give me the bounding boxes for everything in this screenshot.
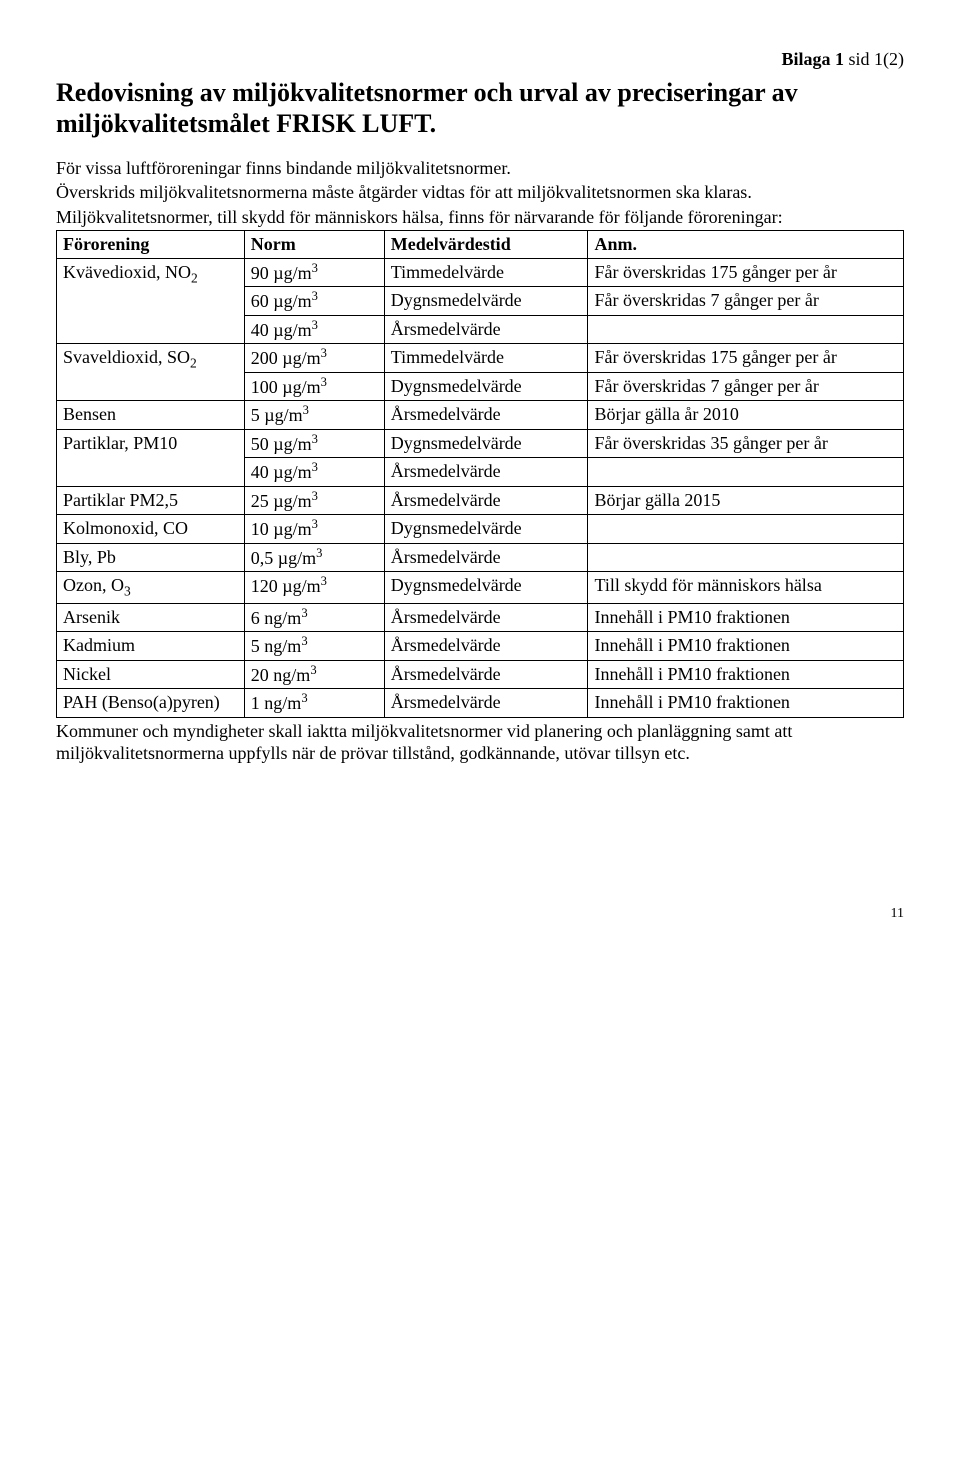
pollutant-cell: Nickel: [57, 660, 245, 689]
page-label-bold: Bilaga 1: [781, 49, 844, 69]
table-row: Partiklar PM2,525 µg/m3ÅrsmedelvärdeBörj…: [57, 486, 904, 515]
norm-cell: 5 µg/m3: [244, 401, 384, 430]
footer-paragraph: Kommuner och myndigheter skall iaktta mi…: [56, 720, 904, 765]
note-cell: Till skydd för människors hälsa: [588, 572, 904, 603]
note-cell: Innehåll i PM10 fraktionen: [588, 660, 904, 689]
note-cell: [588, 458, 904, 487]
table-row: Partiklar, PM1050 µg/m3DygnsmedelvärdeFå…: [57, 429, 904, 458]
intro-paragraph-3: Miljökvalitetsnormer, till skydd för män…: [56, 206, 904, 229]
intro-paragraph-1: För vissa luftföroreningar finns bindand…: [56, 157, 904, 180]
norm-cell: 40 µg/m3: [244, 315, 384, 344]
note-cell: Innehåll i PM10 fraktionen: [588, 632, 904, 661]
norm-cell: 5 ng/m3: [244, 632, 384, 661]
pollutant-cell: Bensen: [57, 401, 245, 430]
norm-cell: 100 µg/m3: [244, 372, 384, 401]
averaging-time-cell: Årsmedelvärde: [384, 486, 588, 515]
pollutant-cell: Kolmonoxid, CO: [57, 515, 245, 544]
table-row: Kolmonoxid, CO10 µg/m3Dygnsmedelvärde: [57, 515, 904, 544]
norm-cell: 60 µg/m3: [244, 287, 384, 316]
table-header-row: FöroreningNormMedelvärdestidAnm.: [57, 231, 904, 259]
document-title: Redovisning av miljökvalitetsnormer och …: [56, 77, 904, 139]
pollutant-cell: PAH (Benso(a)pyren): [57, 689, 245, 718]
norm-cell: 6 ng/m3: [244, 603, 384, 632]
averaging-time-cell: Årsmedelvärde: [384, 401, 588, 430]
pollutant-cell: Ozon, O3: [57, 572, 245, 603]
note-cell: Börjar gälla 2015: [588, 486, 904, 515]
pollutant-cell: Partiklar PM2,5: [57, 486, 245, 515]
page-number: 11: [56, 905, 904, 923]
averaging-time-cell: Timmedelvärde: [384, 344, 588, 373]
averaging-time-cell: Årsmedelvärde: [384, 660, 588, 689]
page-label-rest: sid 1(2): [844, 49, 904, 69]
note-cell: [588, 543, 904, 572]
pollutant-cell: Svaveldioxid, SO2: [57, 344, 245, 401]
page-label: Bilaga 1 sid 1(2): [56, 48, 904, 71]
table-row: Svaveldioxid, SO2200 µg/m3TimmedelvärdeF…: [57, 344, 904, 373]
norm-cell: 50 µg/m3: [244, 429, 384, 458]
averaging-time-cell: Dygnsmedelvärde: [384, 372, 588, 401]
note-cell: Får överskridas 175 gånger per år: [588, 344, 904, 373]
note-cell: Börjar gälla år 2010: [588, 401, 904, 430]
table-header-cell: Förorening: [57, 231, 245, 259]
norm-cell: 90 µg/m3: [244, 258, 384, 287]
table-row: Bly, Pb0,5 µg/m3Årsmedelvärde: [57, 543, 904, 572]
norms-table: FöroreningNormMedelvärdestidAnm.Kvävedio…: [56, 230, 904, 717]
pollutant-cell: Partiklar, PM10: [57, 429, 245, 486]
note-cell: Innehåll i PM10 fraktionen: [588, 689, 904, 718]
note-cell: Får överskridas 35 gånger per år: [588, 429, 904, 458]
norm-cell: 1 ng/m3: [244, 689, 384, 718]
note-cell: [588, 315, 904, 344]
averaging-time-cell: Årsmedelvärde: [384, 603, 588, 632]
averaging-time-cell: Årsmedelvärde: [384, 543, 588, 572]
table-row: Bensen5 µg/m3ÅrsmedelvärdeBörjar gälla å…: [57, 401, 904, 430]
note-cell: Får överskridas 7 gånger per år: [588, 287, 904, 316]
intro-paragraph-2: Överskrids miljökvalitetsnormerna måste …: [56, 181, 904, 204]
table-row: Arsenik6 ng/m3ÅrsmedelvärdeInnehåll i PM…: [57, 603, 904, 632]
table-header-cell: Norm: [244, 231, 384, 259]
note-cell: Får överskridas 7 gånger per år: [588, 372, 904, 401]
averaging-time-cell: Dygnsmedelvärde: [384, 572, 588, 603]
norm-cell: 120 µg/m3: [244, 572, 384, 603]
pollutant-cell: Bly, Pb: [57, 543, 245, 572]
averaging-time-cell: Årsmedelvärde: [384, 458, 588, 487]
averaging-time-cell: Dygnsmedelvärde: [384, 287, 588, 316]
averaging-time-cell: Timmedelvärde: [384, 258, 588, 287]
table-header-cell: Anm.: [588, 231, 904, 259]
note-cell: Får överskridas 175 gånger per år: [588, 258, 904, 287]
pollutant-cell: Arsenik: [57, 603, 245, 632]
note-cell: [588, 515, 904, 544]
table-row: Kvävedioxid, NO290 µg/m3TimmedelvärdeFår…: [57, 258, 904, 287]
norm-cell: 200 µg/m3: [244, 344, 384, 373]
averaging-time-cell: Årsmedelvärde: [384, 632, 588, 661]
norm-cell: 25 µg/m3: [244, 486, 384, 515]
table-row: Ozon, O3120 µg/m3DygnsmedelvärdeTill sky…: [57, 572, 904, 603]
averaging-time-cell: Årsmedelvärde: [384, 689, 588, 718]
pollutant-cell: Kadmium: [57, 632, 245, 661]
averaging-time-cell: Dygnsmedelvärde: [384, 515, 588, 544]
averaging-time-cell: Årsmedelvärde: [384, 315, 588, 344]
averaging-time-cell: Dygnsmedelvärde: [384, 429, 588, 458]
norm-cell: 10 µg/m3: [244, 515, 384, 544]
norm-cell: 0,5 µg/m3: [244, 543, 384, 572]
table-row: Nickel20 ng/m3ÅrsmedelvärdeInnehåll i PM…: [57, 660, 904, 689]
pollutant-cell: Kvävedioxid, NO2: [57, 258, 245, 344]
table-row: PAH (Benso(a)pyren)1 ng/m3ÅrsmedelvärdeI…: [57, 689, 904, 718]
table-header-cell: Medelvärdestid: [384, 231, 588, 259]
table-row: Kadmium5 ng/m3ÅrsmedelvärdeInnehåll i PM…: [57, 632, 904, 661]
norm-cell: 20 ng/m3: [244, 660, 384, 689]
norm-cell: 40 µg/m3: [244, 458, 384, 487]
note-cell: Innehåll i PM10 fraktionen: [588, 603, 904, 632]
